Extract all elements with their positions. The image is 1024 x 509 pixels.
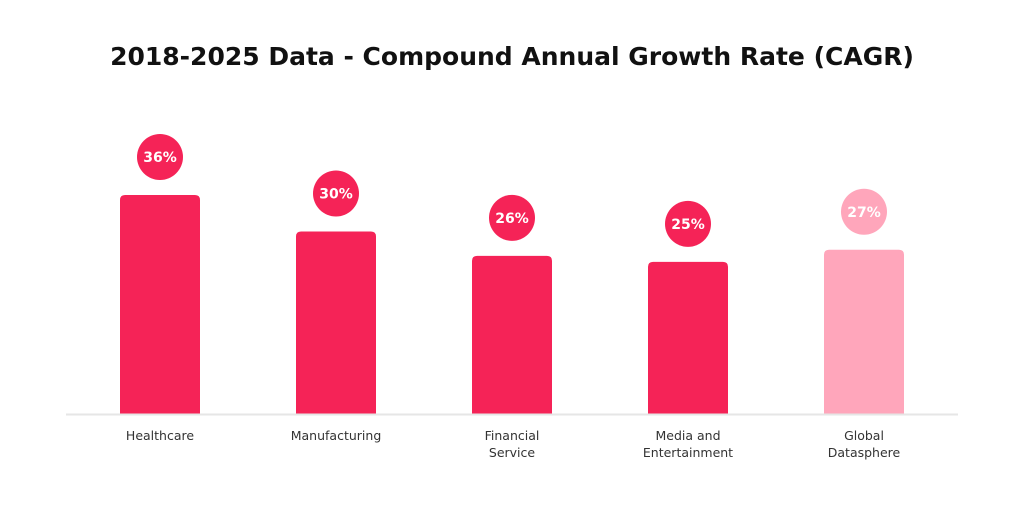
category-label: Manufacturing bbox=[291, 428, 382, 443]
category-label: Healthcare bbox=[126, 428, 194, 443]
category-label: Datasphere bbox=[828, 445, 901, 460]
bar bbox=[472, 255, 552, 414]
data-label: 36% bbox=[143, 150, 177, 166]
bar bbox=[648, 261, 728, 414]
chart-title: 2018-2025 Data - Compound Annual Growth … bbox=[110, 42, 914, 71]
data-label: 30% bbox=[319, 187, 353, 203]
value-badge bbox=[841, 188, 887, 235]
bar bbox=[296, 231, 376, 414]
bar bbox=[120, 195, 200, 414]
category-label: Entertainment bbox=[643, 445, 733, 460]
category-label: Global bbox=[844, 428, 884, 443]
value-badge bbox=[665, 200, 711, 247]
data-label: 27% bbox=[847, 205, 881, 221]
value-badge bbox=[489, 194, 535, 241]
data-label: 26% bbox=[495, 211, 529, 227]
category-label: Financial bbox=[485, 428, 540, 443]
category-label: Service bbox=[489, 445, 536, 460]
value-badge bbox=[313, 170, 359, 217]
value-badge bbox=[137, 134, 183, 180]
data-label: 25% bbox=[671, 217, 705, 233]
bar bbox=[824, 249, 904, 414]
category-label: Media and bbox=[655, 428, 720, 443]
